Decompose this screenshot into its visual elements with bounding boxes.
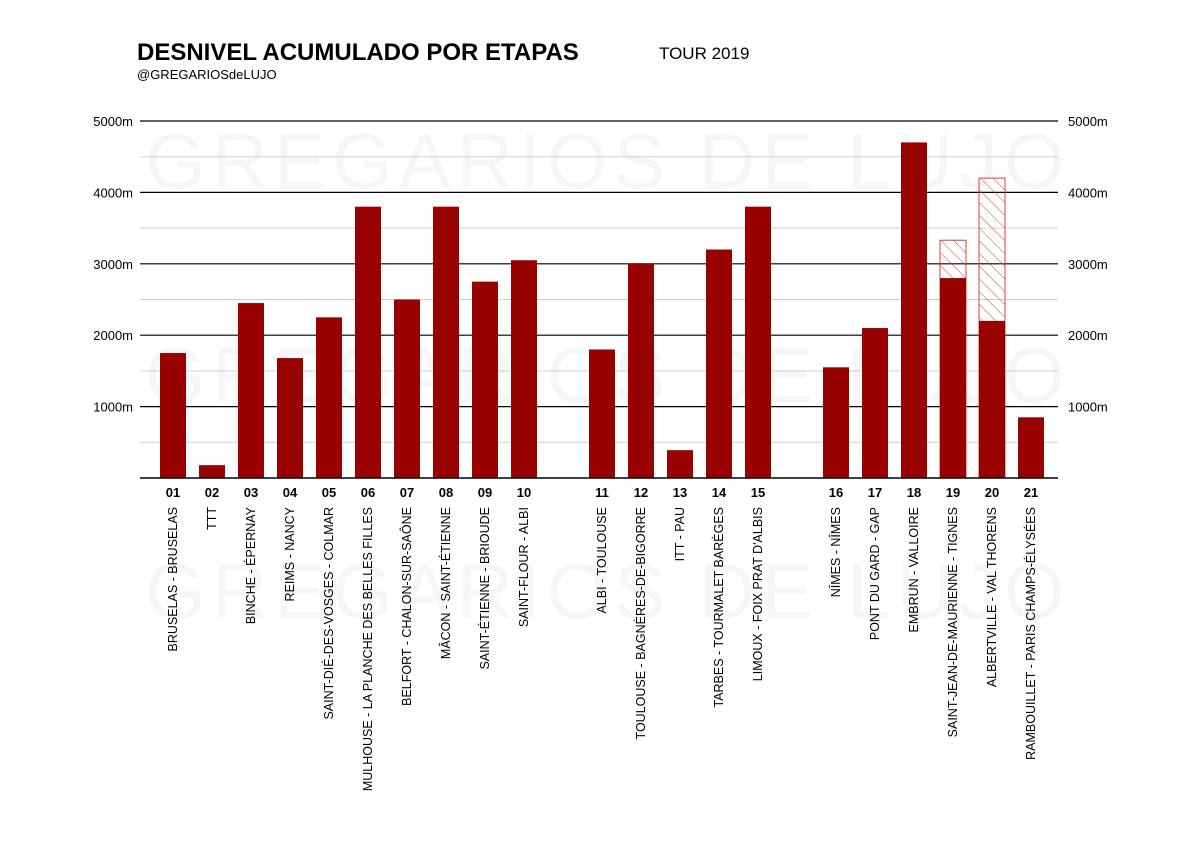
bar-stage-20 <box>979 320 1005 478</box>
stage-number-label: 04 <box>283 485 298 500</box>
stage-name-label: ALBERTVILLE - VAL THORENS <box>985 507 999 687</box>
stage-number-label: 02 <box>205 485 219 500</box>
stage-number-label: 19 <box>946 485 960 500</box>
stage-number-label: 12 <box>634 485 648 500</box>
stage-name-label: ALBI - TOULOUSE <box>595 507 609 614</box>
bar-stage-17 <box>862 328 888 478</box>
stage-number-label: 11 <box>595 485 609 500</box>
stage-name-label: SAINT-JEAN-DE-MAURIENNE - TIGNES <box>946 507 960 737</box>
stage-number-label: 15 <box>751 485 765 500</box>
bar-stage-05 <box>316 317 342 478</box>
y-tick-label-left: 1000m <box>93 400 133 415</box>
stage-name-label: SAINT-ÉTIENNE - BRIOUDE <box>477 507 492 670</box>
stage-name-label: BELFORT - CHALON-SUR-SAÔNE <box>399 507 414 706</box>
stage-name-label: SAINT-FLOUR - ALBI <box>517 507 531 627</box>
y-tick-label-right: 5000m <box>1068 114 1108 129</box>
stage-number-label: 10 <box>517 485 531 500</box>
bar-stage-18 <box>901 142 927 479</box>
stage-name-label: ITT - PAU <box>673 507 687 561</box>
stage-name-label: TOULOUSE - BAGNÈRES-DE-BIGORRE <box>633 507 648 739</box>
bar-stage-16 <box>823 367 849 478</box>
stage-name-label: SAINT-DIÉ-DES-VOSGES - COLMAR <box>321 507 336 720</box>
stage-number-label: 06 <box>361 485 375 500</box>
chart-subtitle: TOUR 2019 <box>659 44 749 63</box>
bar-stage-09 <box>472 281 498 478</box>
stage-number-label: 21 <box>1024 485 1038 500</box>
bar-stage-07 <box>394 299 420 478</box>
chart-credit: @GREGARIOSdeLUJO <box>137 67 277 82</box>
bar-stage-19 <box>940 278 966 478</box>
y-tick-label-left: 3000m <box>93 257 133 272</box>
labels-layer: 1000m 1000m 2000m 2000m 3000m 3000m 4000m 4000m… <box>93 114 1108 791</box>
bar-stage-01 <box>160 353 186 478</box>
stage-name-label: LIMOUX - FOIX PRAT D'ALBIS <box>751 507 765 681</box>
bar-stage-03 <box>238 303 264 478</box>
bar-stage-21 <box>1018 417 1044 478</box>
stage-number-label: 16 <box>829 485 843 500</box>
stage-name-label: PONT DU GARD - GAP <box>868 507 882 640</box>
bar-stage-06 <box>355 206 381 478</box>
stage-name-label: MÂCON - SAINT-ÉTIENNE <box>438 507 453 659</box>
stage-number-label: 09 <box>478 485 492 500</box>
stage-number-label: 13 <box>673 485 687 500</box>
bar-stage-11 <box>589 349 615 478</box>
stage-name-label: EMBRUN - VALLOIRE <box>907 507 921 633</box>
chart-title: DESNIVEL ACUMULADO POR ETAPAS <box>137 39 579 66</box>
y-tick-label-right: 2000m <box>1068 328 1108 343</box>
stage-number-label: 07 <box>400 485 414 500</box>
bar-stage-15 <box>745 206 771 478</box>
bar-stage-14 <box>706 249 732 478</box>
bar-stage-02 <box>199 465 225 478</box>
stage-name-label: BRUSELAS - BRUSELAS <box>166 507 180 652</box>
stage-name-label: TARBES - TOURMALET BARÈGES <box>711 507 726 708</box>
stage-number-label: 14 <box>712 485 727 500</box>
stage-number-label: 01 <box>166 485 180 500</box>
stage-name-label: NÎMES - NÎMES <box>828 507 843 597</box>
stage-name-label: RAMBOUILLET - PARIS CHAMPS-ÉLYSÉES <box>1023 507 1038 760</box>
stage-name-label: TTT <box>205 507 219 530</box>
stage-name-label: REIMS - NANCY <box>283 506 297 601</box>
stage-number-label: 18 <box>907 485 921 500</box>
bar-stage-04 <box>277 358 303 478</box>
stage-name-label: MULHOUSE - LA PLANCHE DES BELLES FILLES <box>361 507 375 791</box>
y-tick-label-right: 1000m <box>1068 400 1108 415</box>
y-tick-label-right: 4000m <box>1068 185 1108 200</box>
bar-stage-12 <box>628 263 654 478</box>
stage-name-label: BINCHE - ÉPERNAY <box>243 506 258 624</box>
y-tick-label-right: 3000m <box>1068 257 1108 272</box>
y-tick-label-left: 2000m <box>93 328 133 343</box>
bars-layer <box>160 142 1044 479</box>
stage-number-label: 05 <box>322 485 336 500</box>
bar-stage-10 <box>511 260 537 478</box>
y-tick-label-left: 4000m <box>93 185 133 200</box>
stage-number-label: 08 <box>439 485 453 500</box>
y-tick-label-left: 5000m <box>93 114 133 129</box>
bar-stage-13 <box>667 450 693 478</box>
stage-number-label: 20 <box>985 485 999 500</box>
bar-stage-08 <box>433 206 459 478</box>
stage-number-label: 03 <box>244 485 258 500</box>
stage-number-label: 17 <box>868 485 882 500</box>
